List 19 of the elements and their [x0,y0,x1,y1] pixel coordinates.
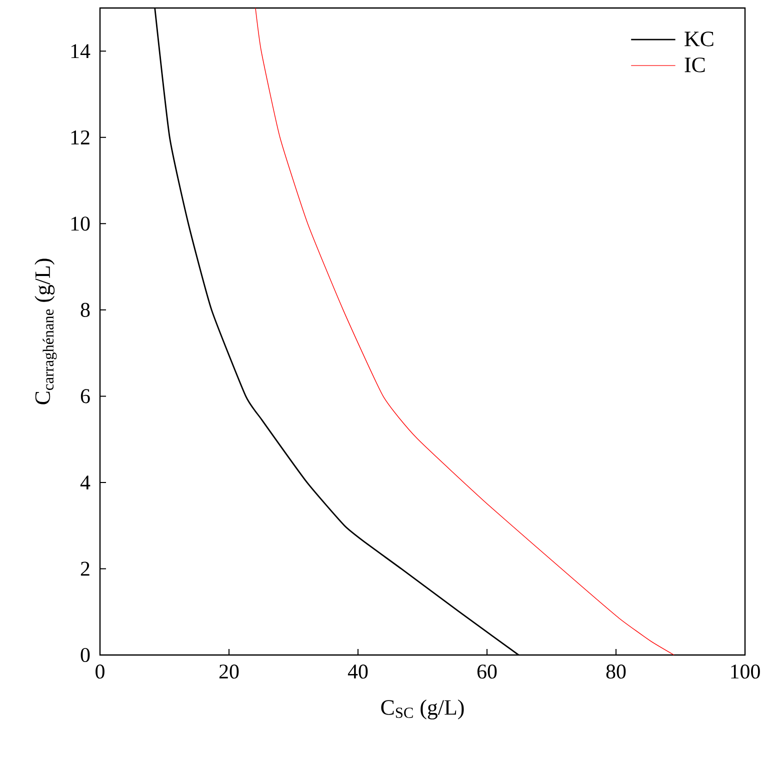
x-tick-label: 100 [731,664,760,679]
x-tick-label: 60 [477,664,497,679]
y-axis-title: $\text{C}_{\text{carraghénane}}\text{ (g/L)}$ [34,258,57,404]
legend-label: IC [684,58,705,72]
y-tick-label: 4 [80,476,90,490]
y-tick-label: 6 [80,389,90,404]
y-tick-label: 8 [80,302,90,317]
line-series [255,8,674,655]
x-tick-label: 80 [606,664,626,679]
y-tick-label: 10 [71,216,90,231]
x-axis-title: C$_{SC}$ (g/L) [381,699,464,720]
y-tick-label: 12 [71,130,90,144]
x-tick-label: 40 [348,664,368,679]
legend-label: KC [684,32,714,46]
x-tick-label: 20 [219,664,239,679]
y-tick-label: 0 [80,648,90,662]
y-tick-label: 14 [71,44,90,58]
x-tick-label: 0 [96,664,104,679]
y-tick-label: 2 [80,562,90,576]
